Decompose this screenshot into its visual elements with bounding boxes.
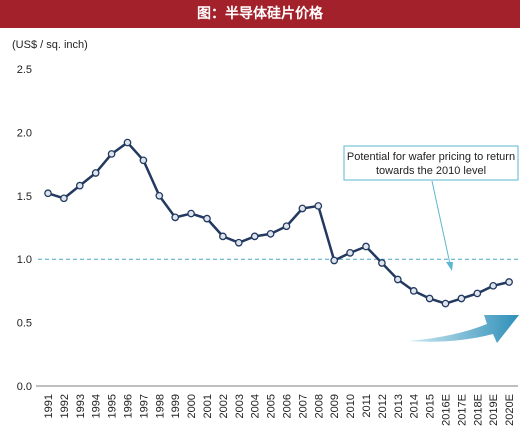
data-point-2014 [409, 287, 418, 295]
y-tick-label: 1.0 [17, 254, 32, 266]
data-point-2005 [266, 229, 275, 238]
data-point-1994 [91, 169, 100, 177]
data-point-2009 [330, 256, 339, 265]
annotation-pointer-head [446, 262, 453, 271]
x-tick-label: 2006 [282, 394, 294, 418]
x-tick-label: 2017E [456, 394, 468, 426]
y-tick-label: 2.5 [17, 64, 32, 76]
data-point-2011 [362, 242, 370, 251]
x-tick-label: 2000 [186, 394, 198, 418]
x-tick-label: 2003 [234, 394, 246, 418]
x-tick-label: 1998 [154, 394, 166, 418]
data-point-2019E [489, 281, 498, 290]
x-tick-label: 2020E [504, 394, 516, 426]
annotation-callout: Potential for wafer pricing to return to… [343, 145, 519, 271]
data-point-1998 [155, 191, 164, 200]
data-point-2010 [346, 249, 354, 257]
x-tick-label: 2011 [361, 394, 373, 418]
x-tick-label: 2019E [488, 394, 500, 426]
annotation-pointer [431, 180, 451, 265]
data-point-2004 [250, 232, 259, 241]
data-point-1995 [107, 150, 116, 158]
x-tick-label: 2013 [393, 394, 405, 418]
y-tick-label: 1.5 [17, 191, 32, 203]
data-points [44, 138, 513, 308]
trend-arrow [408, 315, 519, 343]
chart-title: 图：半导体硅片价格 [0, 0, 520, 28]
x-tick-label: 2012 [377, 394, 389, 418]
x-tick-label: 1993 [75, 394, 87, 418]
data-point-2008 [314, 202, 323, 210]
x-tick-label: 1996 [123, 394, 135, 418]
annotation-text-line-2: towards the 2010 level [376, 165, 486, 177]
data-point-2000 [187, 209, 195, 218]
data-point-2013 [393, 275, 402, 284]
data-point-2016E [441, 299, 450, 308]
x-tick-label: 1999 [170, 394, 182, 418]
data-point-2017E [457, 294, 466, 303]
x-tick-label: 2008 [313, 394, 325, 418]
annotation-text-line-1: Potential for wafer pricing to return [347, 151, 515, 163]
x-tick-label: 1995 [107, 394, 119, 418]
y-tick-label: 2.0 [17, 127, 32, 139]
data-point-1996 [123, 138, 132, 147]
x-tick-label: 2001 [202, 394, 214, 418]
x-tick-label: 2007 [297, 394, 309, 418]
x-tick-label: 2009 [329, 394, 341, 418]
annotation-box [343, 145, 519, 181]
line-chart: (US$ / sq. inch) 0.0 0.5 1.0 1.5 2.0 2.5 1991… [12, 39, 519, 426]
x-tick-label: 2004 [250, 394, 262, 418]
y-axis-ticks: 0.0 0.5 1.0 1.5 2.0 2.5 [17, 64, 32, 393]
x-tick-label: 2002 [218, 394, 230, 418]
x-tick-label: 1994 [91, 394, 103, 418]
data-point-2001 [203, 214, 211, 223]
data-point-1992 [60, 194, 68, 203]
x-tick-label: 2018E [472, 394, 484, 426]
data-point-2007 [298, 204, 307, 213]
x-tick-label: 1991 [43, 394, 55, 418]
x-tick-label: 1992 [59, 394, 71, 418]
y-tick-label: 0.0 [17, 381, 32, 393]
x-tick-label: 2010 [345, 394, 357, 418]
y-tick-label: 0.5 [17, 318, 32, 330]
x-tick-label: 2016E [441, 394, 453, 426]
data-point-2006 [282, 222, 291, 231]
data-point-2002 [219, 232, 227, 241]
data-point-2018E [473, 289, 482, 298]
data-point-1993 [75, 181, 84, 190]
data-point-1991 [44, 189, 52, 198]
data-point-2015 [425, 294, 434, 303]
data-point-2003 [234, 238, 243, 247]
data-point-2012 [378, 259, 386, 267]
x-tick-label: 2014 [409, 394, 421, 418]
x-tick-label: 1997 [138, 394, 150, 418]
y-axis-unit-label: (US$ / sq. inch) [12, 39, 88, 51]
x-axis-ticks: 1991 1992 1993 1994 1995 1996 1997 1998 1999 2000… [43, 394, 516, 426]
x-tick-label: 2005 [266, 394, 278, 418]
data-point-1999 [171, 213, 180, 222]
data-point-2020E [505, 278, 513, 286]
data-point-1997 [139, 156, 148, 165]
x-tick-label: 2015 [425, 394, 437, 418]
